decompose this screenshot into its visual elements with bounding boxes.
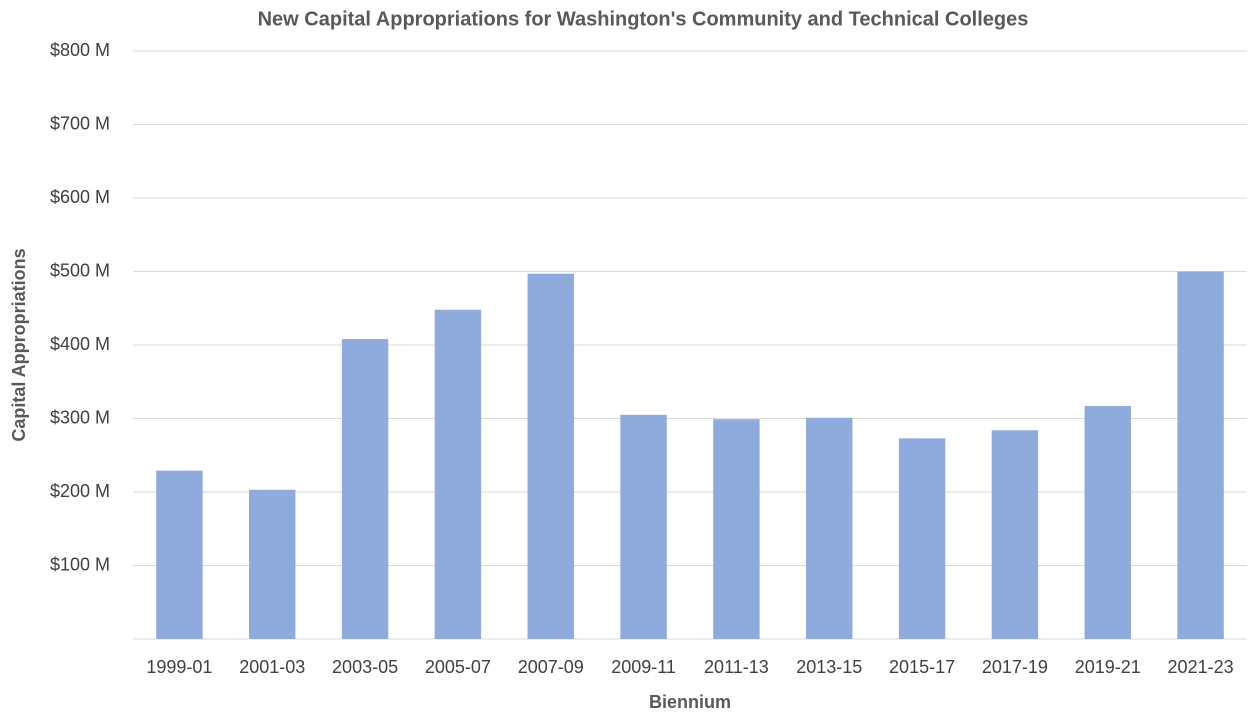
bar xyxy=(156,470,203,639)
x-tick-label: 2011-13 xyxy=(704,657,769,677)
x-tick-label: 2007-09 xyxy=(518,657,584,677)
x-tick-label: 2015-17 xyxy=(889,657,955,677)
bar xyxy=(898,438,946,639)
chart-title: New Capital Appropriations for Washingto… xyxy=(258,8,1029,30)
x-axis-label: Biennium xyxy=(649,692,731,712)
bar xyxy=(1084,406,1131,639)
y-tick-label: $600 M xyxy=(50,187,110,207)
x-tick-label: 2001-03 xyxy=(239,657,305,677)
x-tick-label: 2003-05 xyxy=(332,657,398,677)
x-tick-label: 2005-07 xyxy=(425,657,491,677)
bar xyxy=(713,419,760,639)
x-tick-label: 2009-11 xyxy=(611,657,676,677)
bar xyxy=(527,273,574,639)
y-tick-label: $500 M xyxy=(50,260,110,280)
bar xyxy=(620,414,667,639)
bar xyxy=(806,417,853,639)
bar xyxy=(341,339,389,639)
y-tick-label: $400 M xyxy=(50,334,110,354)
x-tick-label: 2019-21 xyxy=(1075,657,1141,677)
y-tick-label: $200 M xyxy=(50,481,110,501)
x-tick-label: 2017-19 xyxy=(982,657,1048,677)
y-tick-label: $700 M xyxy=(50,113,110,133)
bar xyxy=(434,309,482,639)
bar xyxy=(991,430,1039,639)
y-tick-label: $300 M xyxy=(50,407,110,427)
x-tick-label: 2021-23 xyxy=(1168,657,1234,677)
x-tick-label: 2013-15 xyxy=(796,657,862,677)
bar xyxy=(249,489,296,639)
y-tick-label: $800 M xyxy=(50,40,110,60)
x-tick-label: 1999-01 xyxy=(146,657,212,677)
bar xyxy=(1177,271,1224,639)
y-tick-label: $100 M xyxy=(50,554,110,574)
y-axis-label: Capital Appropriations xyxy=(9,248,29,441)
